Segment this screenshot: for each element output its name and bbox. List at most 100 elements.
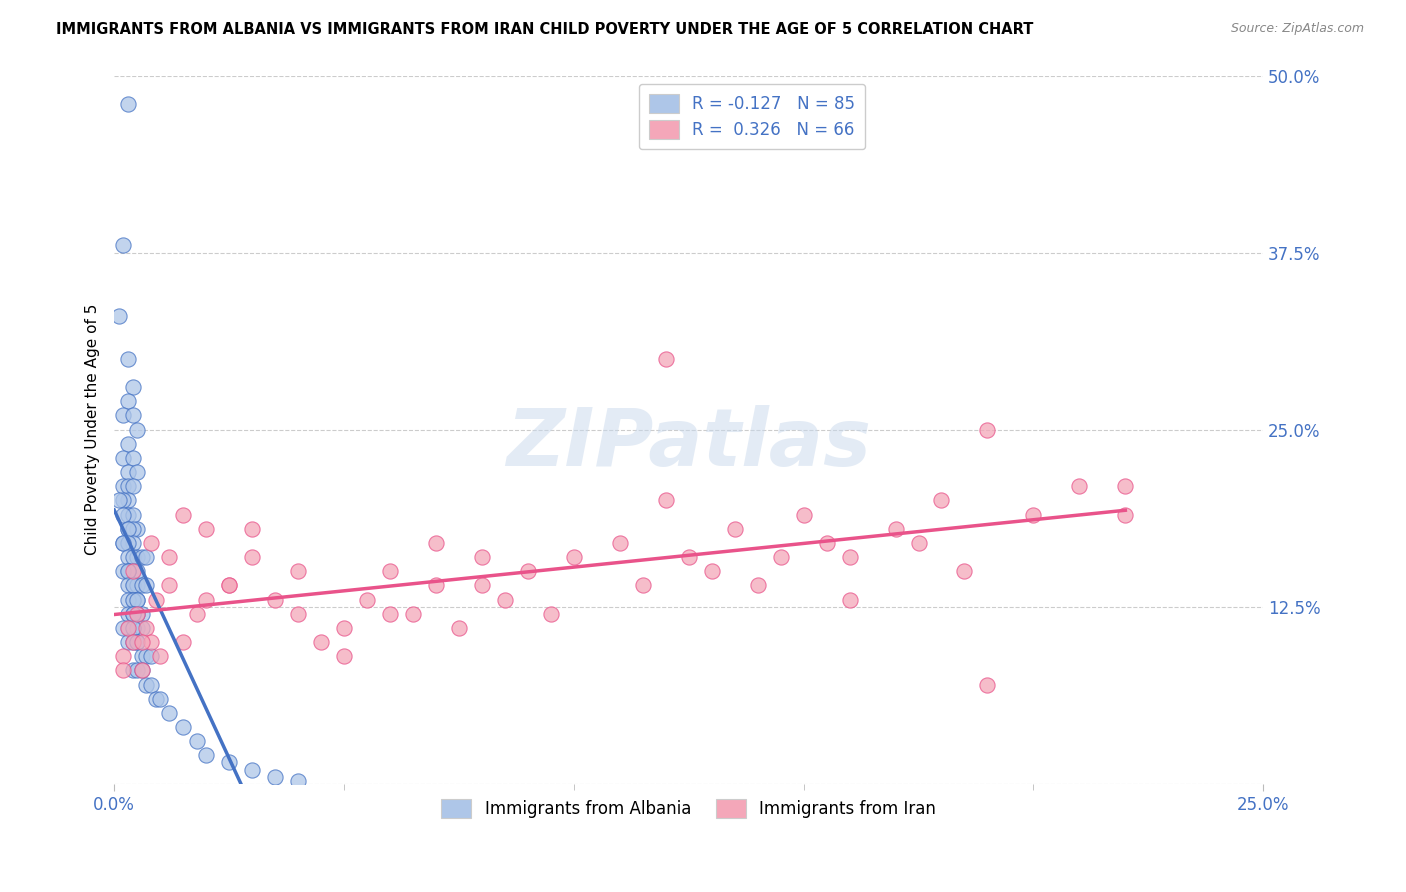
Point <box>953 564 976 578</box>
Point <box>747 578 769 592</box>
Point <box>112 238 135 252</box>
Point <box>131 664 153 678</box>
Point <box>112 664 135 678</box>
Point <box>240 522 263 536</box>
Point <box>121 450 143 465</box>
Text: Source: ZipAtlas.com: Source: ZipAtlas.com <box>1230 22 1364 36</box>
Point <box>127 522 149 536</box>
Point <box>127 550 149 565</box>
Point <box>121 536 143 550</box>
Point <box>172 720 194 734</box>
Point <box>112 493 135 508</box>
Point <box>471 578 494 592</box>
Point <box>195 748 218 763</box>
Text: ZIPatlas: ZIPatlas <box>506 405 872 483</box>
Point <box>117 351 139 366</box>
Point <box>131 607 153 621</box>
Point <box>139 635 162 649</box>
Point <box>186 734 208 748</box>
Y-axis label: Child Poverty Under the Age of 5: Child Poverty Under the Age of 5 <box>86 304 100 556</box>
Point <box>654 493 676 508</box>
Point <box>121 409 143 423</box>
Point <box>112 508 135 522</box>
Point <box>131 621 153 635</box>
Point <box>121 522 143 536</box>
Point <box>112 479 135 493</box>
Point <box>562 550 585 565</box>
Point <box>107 310 129 324</box>
Point <box>127 635 149 649</box>
Point <box>218 578 240 592</box>
Point <box>112 409 135 423</box>
Point <box>240 763 263 777</box>
Point <box>117 394 139 409</box>
Point <box>793 508 815 522</box>
Point <box>157 550 180 565</box>
Point <box>425 578 447 592</box>
Point <box>131 635 153 649</box>
Text: IMMIGRANTS FROM ALBANIA VS IMMIGRANTS FROM IRAN CHILD POVERTY UNDER THE AGE OF 5: IMMIGRANTS FROM ALBANIA VS IMMIGRANTS FR… <box>56 22 1033 37</box>
Point <box>425 536 447 550</box>
Point <box>112 450 135 465</box>
Point <box>287 564 309 578</box>
Point <box>121 479 143 493</box>
Point <box>127 592 149 607</box>
Point <box>516 564 538 578</box>
Point <box>139 649 162 664</box>
Point <box>1114 479 1136 493</box>
Point <box>333 649 356 664</box>
Point <box>264 592 287 607</box>
Point <box>121 607 143 621</box>
Point <box>976 423 998 437</box>
Point <box>121 550 143 565</box>
Point <box>157 578 180 592</box>
Point <box>1022 508 1045 522</box>
Point <box>117 437 139 451</box>
Legend: Immigrants from Albania, Immigrants from Iran: Immigrants from Albania, Immigrants from… <box>434 792 943 825</box>
Point <box>149 691 172 706</box>
Point <box>540 607 562 621</box>
Point <box>218 756 240 770</box>
Point <box>931 493 953 508</box>
Point <box>121 564 143 578</box>
Point <box>218 578 240 592</box>
Point <box>145 691 167 706</box>
Point <box>287 773 309 788</box>
Point <box>135 677 157 691</box>
Point <box>172 508 194 522</box>
Point <box>309 635 332 649</box>
Point <box>333 621 356 635</box>
Point <box>127 564 149 578</box>
Point <box>127 607 149 621</box>
Point <box>378 564 401 578</box>
Point <box>117 493 139 508</box>
Point <box>127 621 149 635</box>
Point <box>112 649 135 664</box>
Point <box>135 550 157 565</box>
Point <box>402 607 425 621</box>
Point <box>127 635 149 649</box>
Point <box>135 621 157 635</box>
Point <box>447 621 470 635</box>
Point <box>172 635 194 649</box>
Point <box>107 493 129 508</box>
Point <box>195 592 218 607</box>
Point <box>1114 508 1136 522</box>
Point <box>112 564 135 578</box>
Point <box>131 578 153 592</box>
Point <box>117 592 139 607</box>
Point <box>121 635 143 649</box>
Point <box>117 536 139 550</box>
Point <box>1069 479 1091 493</box>
Point <box>700 564 723 578</box>
Point <box>494 592 516 607</box>
Point <box>815 536 838 550</box>
Point <box>112 621 135 635</box>
Point <box>127 578 149 592</box>
Point <box>149 649 172 664</box>
Point <box>678 550 700 565</box>
Point <box>117 621 139 635</box>
Point <box>769 550 792 565</box>
Point <box>907 536 929 550</box>
Point <box>112 536 135 550</box>
